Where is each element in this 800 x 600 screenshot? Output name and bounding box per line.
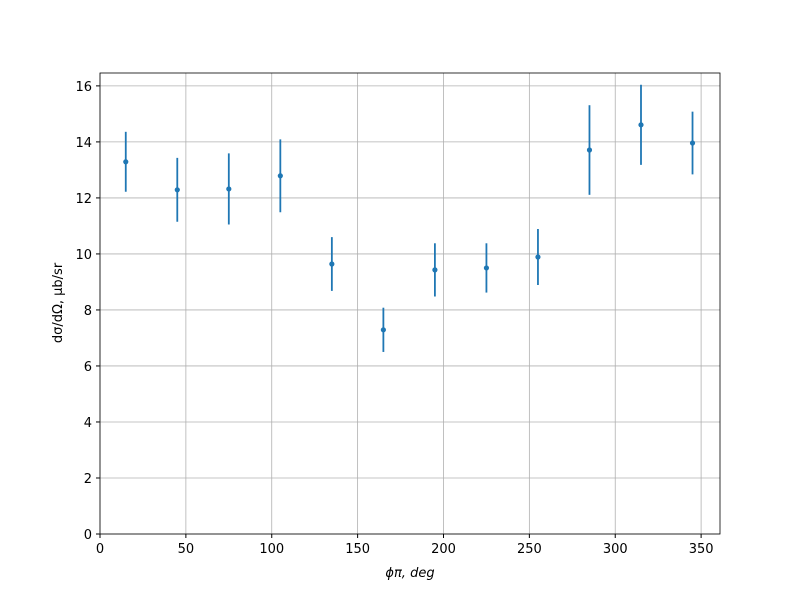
y-tick-label: 2 [84,472,92,487]
y-tick-label: 14 [75,136,92,151]
data-point [123,159,129,165]
data-point [432,267,438,273]
x-tick-label: 0 [96,542,104,557]
x-axis-label: ϕπ, deg [385,566,434,581]
data-point [535,254,541,260]
x-tick-label: 350 [689,542,714,557]
x-tick-label: 150 [345,542,370,557]
data-point [689,140,696,146]
x-tick-label: 200 [431,542,456,557]
data-point [174,187,180,193]
plot-frame [99,72,721,535]
data-point [329,261,335,267]
x-tick-label: 100 [259,542,284,557]
y-tick-label: 8 [84,304,92,319]
y-axis-label: dσ/dΩ, μb/sr [51,262,66,343]
x-tick-label: 250 [517,542,542,557]
x-tick-label: 50 [178,542,195,557]
y-tick-label: 0 [84,528,92,543]
data-point [586,147,593,153]
data-point [638,122,644,128]
data-point [226,186,232,192]
y-tick-label: 6 [84,360,92,375]
data-point [380,327,386,333]
y-tick-label: 12 [75,192,92,207]
x-tick-label: 300 [603,542,628,557]
y-tick-label: 16 [75,80,92,95]
data-point [483,265,490,271]
data-point [277,173,283,179]
y-tick-label: 4 [84,416,92,431]
y-tick-label: 10 [75,248,92,263]
